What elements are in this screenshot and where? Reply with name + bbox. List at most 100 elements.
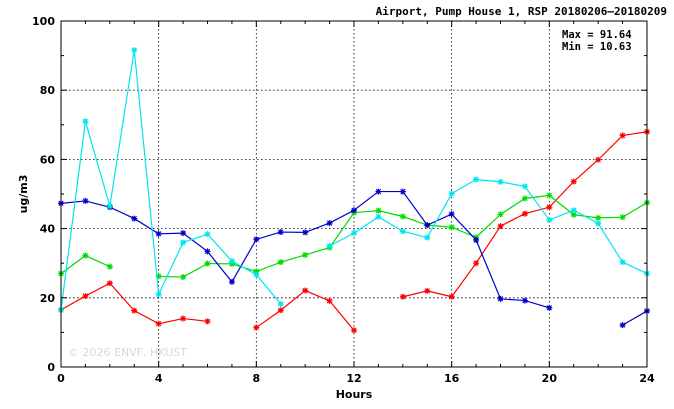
y-axis-title: ug/m3 bbox=[17, 175, 30, 214]
data-point bbox=[570, 178, 577, 185]
series-2 bbox=[58, 188, 650, 329]
y-tick-label: 100 bbox=[32, 15, 55, 28]
data-point bbox=[131, 307, 138, 314]
data-point bbox=[82, 252, 89, 259]
data-point bbox=[351, 230, 357, 237]
data-point bbox=[619, 322, 626, 329]
data-point bbox=[619, 259, 626, 266]
max-label: Max = 91.64 bbox=[562, 29, 632, 41]
x-tick-label: 20 bbox=[542, 372, 558, 385]
data-point bbox=[326, 220, 333, 227]
data-point bbox=[595, 220, 602, 227]
data-point bbox=[351, 327, 357, 334]
data-point bbox=[326, 242, 333, 249]
data-point bbox=[204, 318, 211, 325]
data-point bbox=[106, 280, 113, 287]
data-point bbox=[448, 224, 455, 231]
data-point bbox=[375, 213, 382, 220]
data-point bbox=[399, 293, 406, 300]
data-point bbox=[424, 287, 431, 294]
data-point bbox=[131, 215, 138, 222]
data-point bbox=[253, 324, 260, 331]
data-point bbox=[424, 234, 431, 241]
data-point bbox=[253, 271, 260, 278]
data-point bbox=[106, 263, 113, 270]
watermark: © 2026 ENVF, HKUST bbox=[68, 346, 187, 359]
data-point bbox=[375, 207, 382, 214]
data-point bbox=[180, 274, 187, 281]
series-line bbox=[60, 49, 282, 310]
y-tick-label: 0 bbox=[47, 361, 55, 374]
data-point bbox=[448, 190, 455, 197]
data-point bbox=[155, 291, 162, 298]
data-point bbox=[399, 228, 406, 235]
data-point bbox=[375, 188, 382, 195]
data-point bbox=[448, 293, 455, 300]
data-point bbox=[497, 223, 504, 230]
data-point bbox=[302, 287, 309, 294]
x-tick-label: 4 bbox=[155, 372, 163, 385]
data-point bbox=[546, 204, 553, 211]
data-point bbox=[448, 211, 455, 218]
data-point bbox=[204, 231, 211, 238]
chart-title: Airport, Pump House 1, RSP 20180206–2018… bbox=[376, 5, 667, 18]
data-point bbox=[302, 251, 309, 258]
data-point bbox=[619, 214, 626, 221]
x-tick-label: 0 bbox=[57, 372, 65, 385]
data-point bbox=[82, 118, 89, 125]
data-point bbox=[204, 248, 211, 255]
data-point bbox=[277, 229, 284, 236]
data-point bbox=[521, 297, 528, 304]
x-tick-label: 12 bbox=[346, 372, 361, 385]
data-point bbox=[595, 156, 602, 163]
data-point bbox=[155, 320, 162, 327]
min-label: Min = 10.63 bbox=[562, 41, 632, 53]
data-point bbox=[106, 203, 113, 210]
data-point bbox=[570, 211, 577, 218]
data-point bbox=[302, 229, 309, 236]
data-point bbox=[351, 207, 357, 214]
data-point bbox=[180, 230, 187, 237]
ticks: 0 4 8 12 16 20 24 0 20 40 60 80 100 bbox=[32, 15, 655, 385]
series-layer bbox=[58, 47, 650, 334]
data-point bbox=[277, 259, 284, 266]
data-point bbox=[595, 214, 602, 221]
y-tick-label: 20 bbox=[40, 292, 56, 305]
data-point bbox=[228, 258, 235, 265]
y-tick-label: 80 bbox=[40, 84, 56, 97]
data-point bbox=[277, 307, 284, 314]
data-point bbox=[204, 260, 211, 267]
data-point bbox=[473, 237, 480, 244]
y-tick-label: 60 bbox=[40, 153, 56, 166]
data-point bbox=[570, 207, 577, 214]
series-line bbox=[329, 178, 648, 275]
data-point bbox=[155, 230, 162, 237]
data-point bbox=[399, 213, 406, 220]
data-point bbox=[82, 197, 89, 204]
data-point bbox=[546, 192, 553, 199]
data-point bbox=[180, 239, 187, 246]
data-point bbox=[155, 273, 162, 280]
data-point bbox=[521, 195, 528, 202]
y-tick-label: 40 bbox=[40, 223, 56, 236]
data-point bbox=[497, 211, 504, 218]
data-point bbox=[253, 268, 260, 275]
data-point bbox=[399, 188, 406, 195]
data-point bbox=[497, 295, 504, 302]
data-point bbox=[473, 176, 480, 183]
data-point bbox=[277, 301, 284, 308]
data-point bbox=[521, 183, 528, 190]
x-axis-title: Hours bbox=[336, 388, 373, 401]
data-point bbox=[546, 216, 553, 223]
x-tick-label: 16 bbox=[444, 372, 460, 385]
data-point bbox=[424, 222, 431, 229]
data-point bbox=[253, 236, 260, 243]
data-point bbox=[82, 293, 89, 300]
data-point bbox=[546, 304, 553, 311]
series-line bbox=[622, 310, 648, 326]
data-point bbox=[619, 132, 626, 139]
data-point bbox=[521, 210, 528, 217]
x-tick-label: 24 bbox=[639, 372, 655, 385]
data-point bbox=[131, 47, 138, 54]
